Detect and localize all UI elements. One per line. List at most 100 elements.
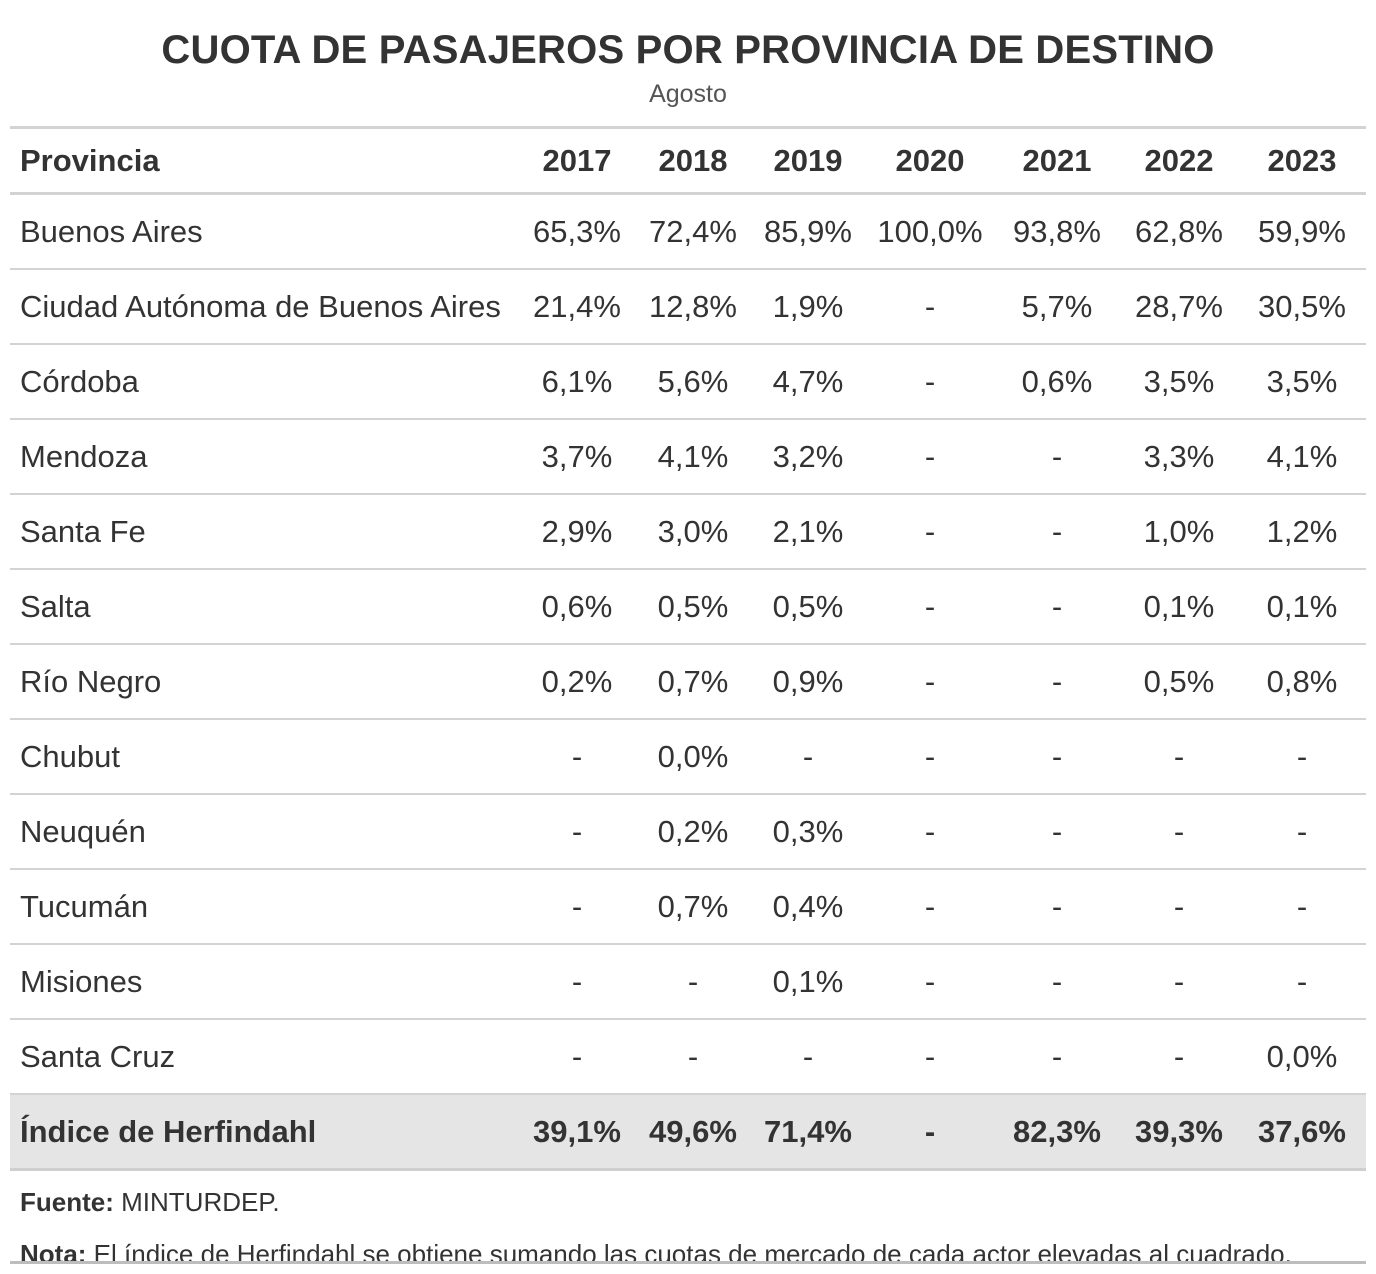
share-cell: 93,8%: [994, 193, 1120, 270]
share-cell: -: [866, 344, 994, 420]
table-row: Chubut -0,0% - - - - -: [10, 719, 1366, 795]
column-header-year: 2022: [1120, 127, 1238, 195]
share-cell: -: [994, 644, 1120, 720]
share-cell: -: [518, 944, 636, 1020]
share-cell: 0,1%: [1120, 569, 1238, 645]
share-cell: -: [994, 944, 1120, 1020]
share-cell: 0,0%: [636, 719, 750, 795]
province-name: Santa Cruz: [10, 1019, 518, 1095]
source-text: MINTURDEP.: [121, 1187, 280, 1217]
source-label: Fuente:: [20, 1187, 114, 1217]
total-row-label: Índice de Herfindahl: [10, 1094, 518, 1171]
share-cell: -: [1120, 944, 1238, 1020]
column-header-provincia: Provincia: [10, 127, 518, 195]
header-row: Provincia 2017 2018 2019 2020 2021 2022 …: [10, 127, 1366, 195]
share-cell: 0,9%: [750, 644, 866, 720]
share-cell: 0,1%: [1238, 569, 1366, 645]
column-header-year: 2019: [750, 127, 866, 195]
bottom-divider: [10, 1261, 1366, 1264]
share-cell: -: [750, 1019, 866, 1095]
province-name: Neuquén: [10, 794, 518, 870]
share-cell: 65,3%: [518, 193, 636, 270]
province-name: Chubut: [10, 719, 518, 795]
share-cell: 0,0%: [1238, 1019, 1366, 1095]
share-cell: -: [518, 794, 636, 870]
table-row: Córdoba 6,1% 5,6% 4,7% -0,6% 3,5% 3,5%: [10, 344, 1366, 420]
table-row: Santa Fe 2,9% 3,0% 2,1% - -1,0% 1,2%: [10, 494, 1366, 570]
column-header-year: 2020: [866, 127, 994, 195]
share-cell: 0,5%: [636, 569, 750, 645]
share-cell: -: [1238, 944, 1366, 1020]
note-label: Nota:: [20, 1239, 87, 1269]
province-name: Santa Fe: [10, 494, 518, 570]
total-row: Índice de Herfindahl 39,1% 49,6% 71,4% -82,3…: [10, 1094, 1366, 1171]
share-cell: 4,1%: [1238, 419, 1366, 495]
province-name: Ciudad Autónoma de Buenos Aires: [10, 269, 518, 345]
share-cell: 21,4%: [518, 269, 636, 345]
chart-subtitle: Agosto: [649, 80, 727, 108]
share-cell: -: [866, 869, 994, 945]
table-row: Tucumán -0,7% 0,4% - - - -: [10, 869, 1366, 945]
share-cell: -: [1120, 869, 1238, 945]
share-cell: 0,5%: [750, 569, 866, 645]
share-cell: 0,2%: [636, 794, 750, 870]
province-name: Mendoza: [10, 419, 518, 495]
province-name: Córdoba: [10, 344, 518, 420]
table-row: Salta 0,6% 0,5% 0,5% - -0,1% 0,1%: [10, 569, 1366, 645]
share-cell: 0,7%: [636, 644, 750, 720]
total-cell: 82,3%: [994, 1094, 1120, 1171]
table-row: Río Negro 0,2% 0,7% 0,9% - -0,5% 0,8%: [10, 644, 1366, 720]
share-cell: 2,1%: [750, 494, 866, 570]
share-cell: 3,7%: [518, 419, 636, 495]
share-cell: -: [994, 869, 1120, 945]
share-cell: -: [866, 794, 994, 870]
share-cell: -: [866, 719, 994, 795]
share-cell: -: [1120, 794, 1238, 870]
share-cell: -: [994, 794, 1120, 870]
share-cell: -: [636, 944, 750, 1020]
total-cell: 49,6%: [636, 1094, 750, 1171]
share-cell: 72,4%: [636, 193, 750, 270]
share-cell: 85,9%: [750, 193, 866, 270]
table-figure: CUOTA DE PASAJEROS POR PROVINCIA DE DEST…: [10, 0, 1366, 1271]
share-cell: 2,9%: [518, 494, 636, 570]
share-cell: 6,1%: [518, 344, 636, 420]
share-cell: -: [1238, 794, 1366, 870]
share-cell: 0,3%: [750, 794, 866, 870]
share-cell: 0,7%: [636, 869, 750, 945]
share-cell: -: [994, 719, 1120, 795]
table-row: Buenos Aires 65,3% 72,4% 85,9% 100,0% 93,8% 62…: [10, 193, 1366, 270]
share-cell: 3,2%: [750, 419, 866, 495]
province-name: Tucumán: [10, 869, 518, 945]
share-cell: 0,8%: [1238, 644, 1366, 720]
province-name: Misiones: [10, 944, 518, 1020]
share-cell: 3,5%: [1120, 344, 1238, 420]
share-cell: -: [866, 944, 994, 1020]
share-cell: -: [866, 494, 994, 570]
share-cell: 3,3%: [1120, 419, 1238, 495]
share-cell: -: [1238, 869, 1366, 945]
share-cell: -: [994, 569, 1120, 645]
share-cell: 0,4%: [750, 869, 866, 945]
table-row: Misiones - -0,1% - - - -: [10, 944, 1366, 1020]
share-cell: 0,6%: [518, 569, 636, 645]
share-cell: 1,2%: [1238, 494, 1366, 570]
share-cell: -: [994, 419, 1120, 495]
share-cell: -: [1238, 719, 1366, 795]
table-body: Buenos Aires 65,3% 72,4% 85,9% 100,0% 93,8% 62…: [10, 193, 1366, 1171]
table-row: Mendoza 3,7% 4,1% 3,2% - -3,3% 4,1%: [10, 419, 1366, 495]
column-header-year: 2017: [518, 127, 636, 195]
total-cell: 71,4%: [750, 1094, 866, 1171]
province-name: Salta: [10, 569, 518, 645]
share-cell: 5,7%: [994, 269, 1120, 345]
share-cell: 0,6%: [994, 344, 1120, 420]
table-row: Ciudad Autónoma de Buenos Aires 21,4% 12,8…: [10, 269, 1366, 345]
share-cell: 0,5%: [1120, 644, 1238, 720]
share-cell: -: [994, 494, 1120, 570]
share-cell: 30,5%: [1238, 269, 1366, 345]
province-name: Buenos Aires: [10, 193, 518, 270]
share-cell: -: [866, 644, 994, 720]
share-cell: 62,8%: [1120, 193, 1238, 270]
table-row: Santa Cruz - - - - - -0,0%: [10, 1019, 1366, 1095]
share-cell: 1,9%: [750, 269, 866, 345]
